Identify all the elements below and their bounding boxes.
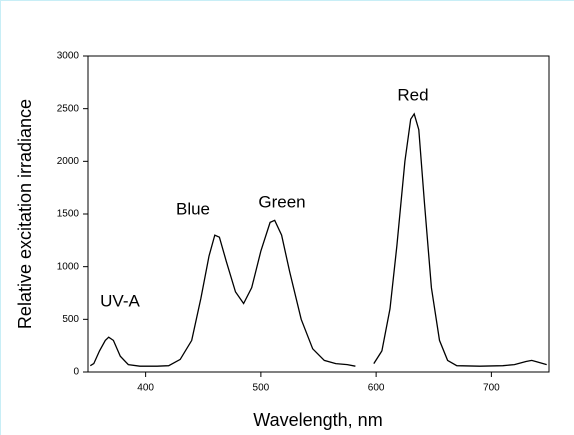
spectrum-line [89, 112, 547, 367]
peak-label: Red [397, 85, 428, 104]
peak-label: UV-A [100, 291, 140, 310]
y-tick-label: 1000 [57, 261, 80, 272]
plot-box [87, 55, 550, 373]
y-tick-label: 3000 [57, 51, 80, 62]
peak-label: Green [258, 192, 305, 211]
y-tick-label: 0 [73, 367, 79, 378]
y-axis-label: Relative excitation irradiance [15, 99, 35, 329]
x-tick-label: 400 [137, 383, 154, 394]
x-tick-label: 700 [483, 383, 500, 394]
y-tick-label: 500 [62, 314, 79, 325]
peak-label: Blue [176, 199, 210, 218]
y-tick-label: 2500 [57, 103, 80, 114]
x-tick-label: 600 [368, 383, 385, 394]
x-axis-label: Wavelength, nm [253, 410, 382, 430]
x-tick-label: 500 [253, 383, 270, 394]
y-tick-label: 2000 [57, 156, 80, 167]
y-tick-label: 1500 [57, 209, 80, 220]
